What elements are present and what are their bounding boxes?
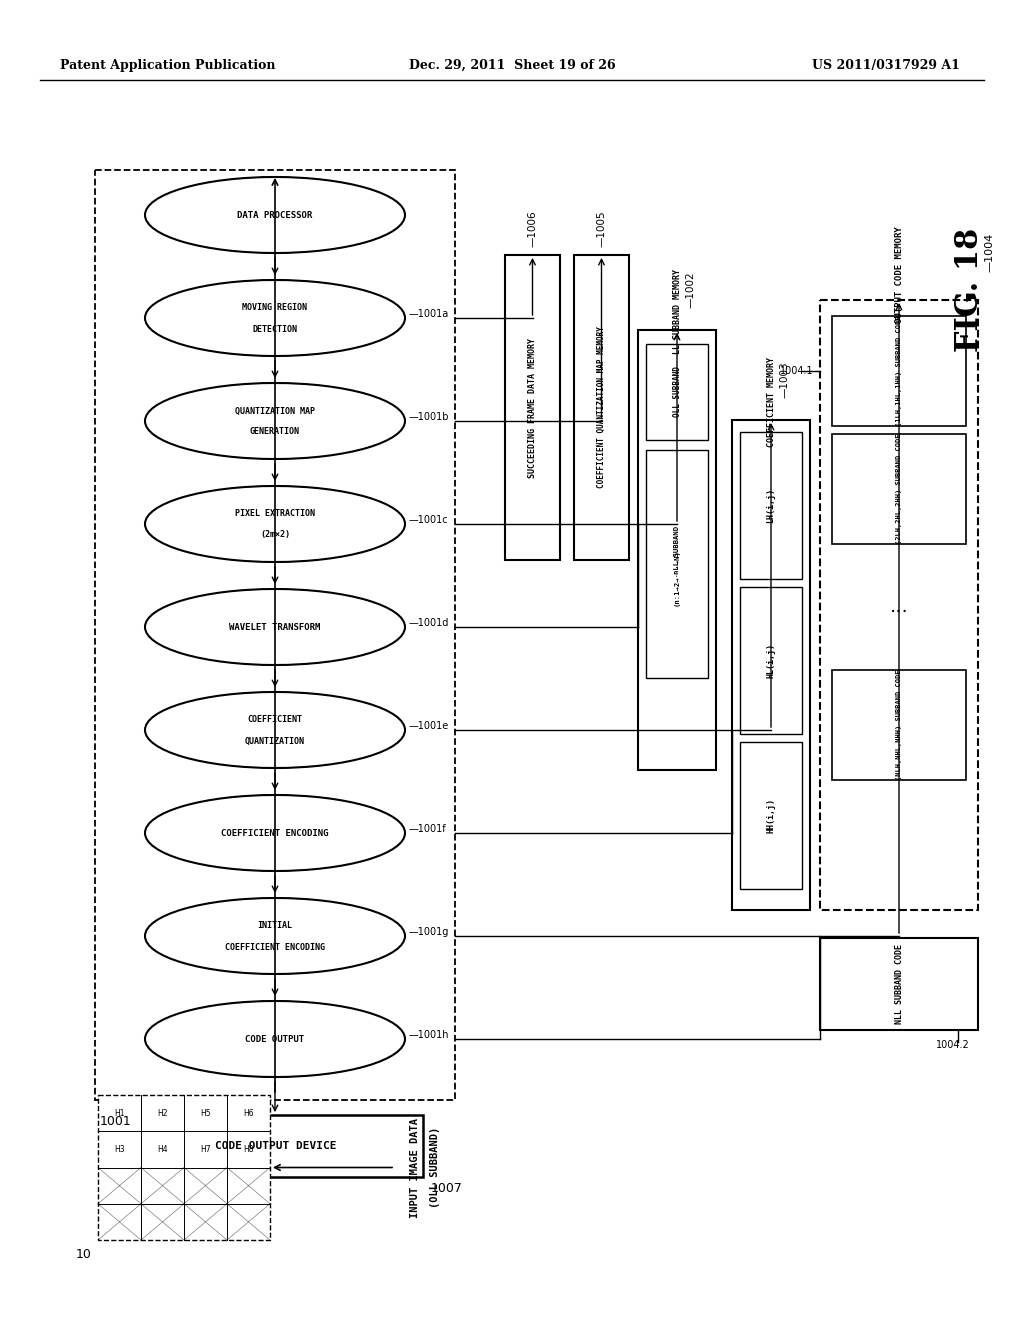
Bar xyxy=(831,671,966,780)
Text: US 2011/0317929 A1: US 2011/0317929 A1 xyxy=(812,58,961,71)
Text: DATA PROCESSOR: DATA PROCESSOR xyxy=(238,210,312,219)
Text: —1006: —1006 xyxy=(527,210,538,247)
Text: H7: H7 xyxy=(200,1144,211,1154)
Text: PIXEL EXTRACTION: PIXEL EXTRACTION xyxy=(234,510,315,519)
Ellipse shape xyxy=(145,383,406,459)
Bar xyxy=(740,742,802,888)
Text: H8: H8 xyxy=(244,1144,254,1154)
Text: CODE OUTPUT DEVICE: CODE OUTPUT DEVICE xyxy=(215,1140,336,1151)
Text: H1: H1 xyxy=(115,1109,125,1118)
Ellipse shape xyxy=(145,898,406,974)
Text: 10: 10 xyxy=(76,1247,92,1261)
Text: 1004.2: 1004.2 xyxy=(936,1040,970,1049)
Text: —1001f: —1001f xyxy=(409,824,446,834)
Text: (NLH,NHL,NHH) SUBBAND CODE: (NLH,NHL,NHH) SUBBAND CODE xyxy=(896,669,902,780)
Bar xyxy=(831,315,966,426)
Text: OUTPUT CODE MEMORY: OUTPUT CODE MEMORY xyxy=(895,227,903,323)
Text: FIG. 18: FIG. 18 xyxy=(954,228,985,352)
Text: MOVING REGION: MOVING REGION xyxy=(243,304,307,313)
Text: —1001e: —1001e xyxy=(409,721,450,731)
Text: —1001c: —1001c xyxy=(409,515,449,525)
Text: H5: H5 xyxy=(200,1109,211,1118)
Bar xyxy=(820,300,978,909)
Text: COEFFICIENT MEMORY: COEFFICIENT MEMORY xyxy=(767,356,775,447)
Text: —1003: —1003 xyxy=(780,362,790,399)
Text: (OLL SUBBAND): (OLL SUBBAND) xyxy=(430,1127,440,1208)
Text: H2: H2 xyxy=(158,1109,168,1118)
Text: GENERATION: GENERATION xyxy=(250,428,300,437)
Text: COEFFICIENT QUANTIZATION MAP MEMORY: COEFFICIENT QUANTIZATION MAP MEMORY xyxy=(597,326,606,488)
Bar xyxy=(574,255,629,560)
Text: WAVELET TRANSFORM: WAVELET TRANSFORM xyxy=(229,623,321,631)
Ellipse shape xyxy=(145,795,406,871)
Text: QUANTIZATION MAP: QUANTIZATION MAP xyxy=(234,407,315,416)
Text: 1004.1: 1004.1 xyxy=(780,366,814,376)
Ellipse shape xyxy=(145,589,406,665)
Text: —1001h: —1001h xyxy=(409,1030,450,1040)
Text: Patent Application Publication: Patent Application Publication xyxy=(60,58,275,71)
Text: nLL SUBBAND: nLL SUBBAND xyxy=(674,525,680,574)
Text: COEFFICIENT ENCODING: COEFFICIENT ENCODING xyxy=(221,829,329,837)
Bar xyxy=(740,432,802,579)
Ellipse shape xyxy=(145,280,406,356)
Text: HH(i,j): HH(i,j) xyxy=(767,799,775,833)
Text: (2m×2): (2m×2) xyxy=(260,531,290,540)
Text: SUCCEEDING FRAME DATA MEMORY: SUCCEEDING FRAME DATA MEMORY xyxy=(528,338,537,478)
Text: ...: ... xyxy=(890,598,908,616)
Bar xyxy=(646,450,708,678)
Text: NLL SUBBAND CODE: NLL SUBBAND CODE xyxy=(895,944,903,1024)
Text: LH(i,j): LH(i,j) xyxy=(767,488,775,523)
Text: (n:1→2→···→N): (n:1→2→···→N) xyxy=(674,549,680,606)
Text: 1007: 1007 xyxy=(431,1181,463,1195)
Bar xyxy=(831,434,966,544)
Text: —1002: —1002 xyxy=(686,272,696,308)
Text: (2LH,2HL,2HH) SUBBAND CODE: (2LH,2HL,2HH) SUBBAND CODE xyxy=(896,434,902,544)
Text: H3: H3 xyxy=(115,1144,125,1154)
Text: INITIAL: INITIAL xyxy=(257,921,293,931)
Text: DETECTION: DETECTION xyxy=(253,325,298,334)
Text: QUANTIZATION: QUANTIZATION xyxy=(245,737,305,746)
Bar xyxy=(820,939,978,1030)
Ellipse shape xyxy=(145,692,406,768)
Text: —1001b: —1001b xyxy=(409,412,450,422)
Bar xyxy=(128,1115,423,1177)
Text: INPUT IMAGE DATA: INPUT IMAGE DATA xyxy=(410,1118,420,1217)
Bar xyxy=(95,170,455,1100)
Ellipse shape xyxy=(145,1001,406,1077)
Ellipse shape xyxy=(145,177,406,253)
Text: 1001: 1001 xyxy=(100,1115,132,1129)
Text: COEFFICIENT: COEFFICIENT xyxy=(248,715,302,725)
Text: —1001a: —1001a xyxy=(409,309,450,319)
Text: H4: H4 xyxy=(158,1144,168,1154)
Bar xyxy=(740,587,802,734)
Text: —1004: —1004 xyxy=(984,232,994,272)
Text: —1005: —1005 xyxy=(597,210,606,247)
Bar xyxy=(732,420,810,909)
Text: LL SUBBAND MEMORY: LL SUBBAND MEMORY xyxy=(673,269,682,355)
Text: COEFFICIENT ENCODING: COEFFICIENT ENCODING xyxy=(225,942,325,952)
Bar xyxy=(638,330,716,770)
Text: —1001d: —1001d xyxy=(409,618,450,628)
Text: —1001g: —1001g xyxy=(409,927,450,937)
Bar xyxy=(505,255,560,560)
Text: H6: H6 xyxy=(243,1109,254,1118)
Text: HL(i,j): HL(i,j) xyxy=(767,643,775,678)
Text: CODE OUTPUT: CODE OUTPUT xyxy=(246,1035,304,1044)
Ellipse shape xyxy=(145,486,406,562)
Text: (1LH,1HL,1HH) SUBBAND CODE: (1LH,1HL,1HH) SUBBAND CODE xyxy=(896,315,902,426)
Text: OLL SUBBAND: OLL SUBBAND xyxy=(673,367,682,417)
Bar xyxy=(646,345,708,440)
Bar xyxy=(98,1096,270,1239)
Text: Dec. 29, 2011  Sheet 19 of 26: Dec. 29, 2011 Sheet 19 of 26 xyxy=(409,58,615,71)
